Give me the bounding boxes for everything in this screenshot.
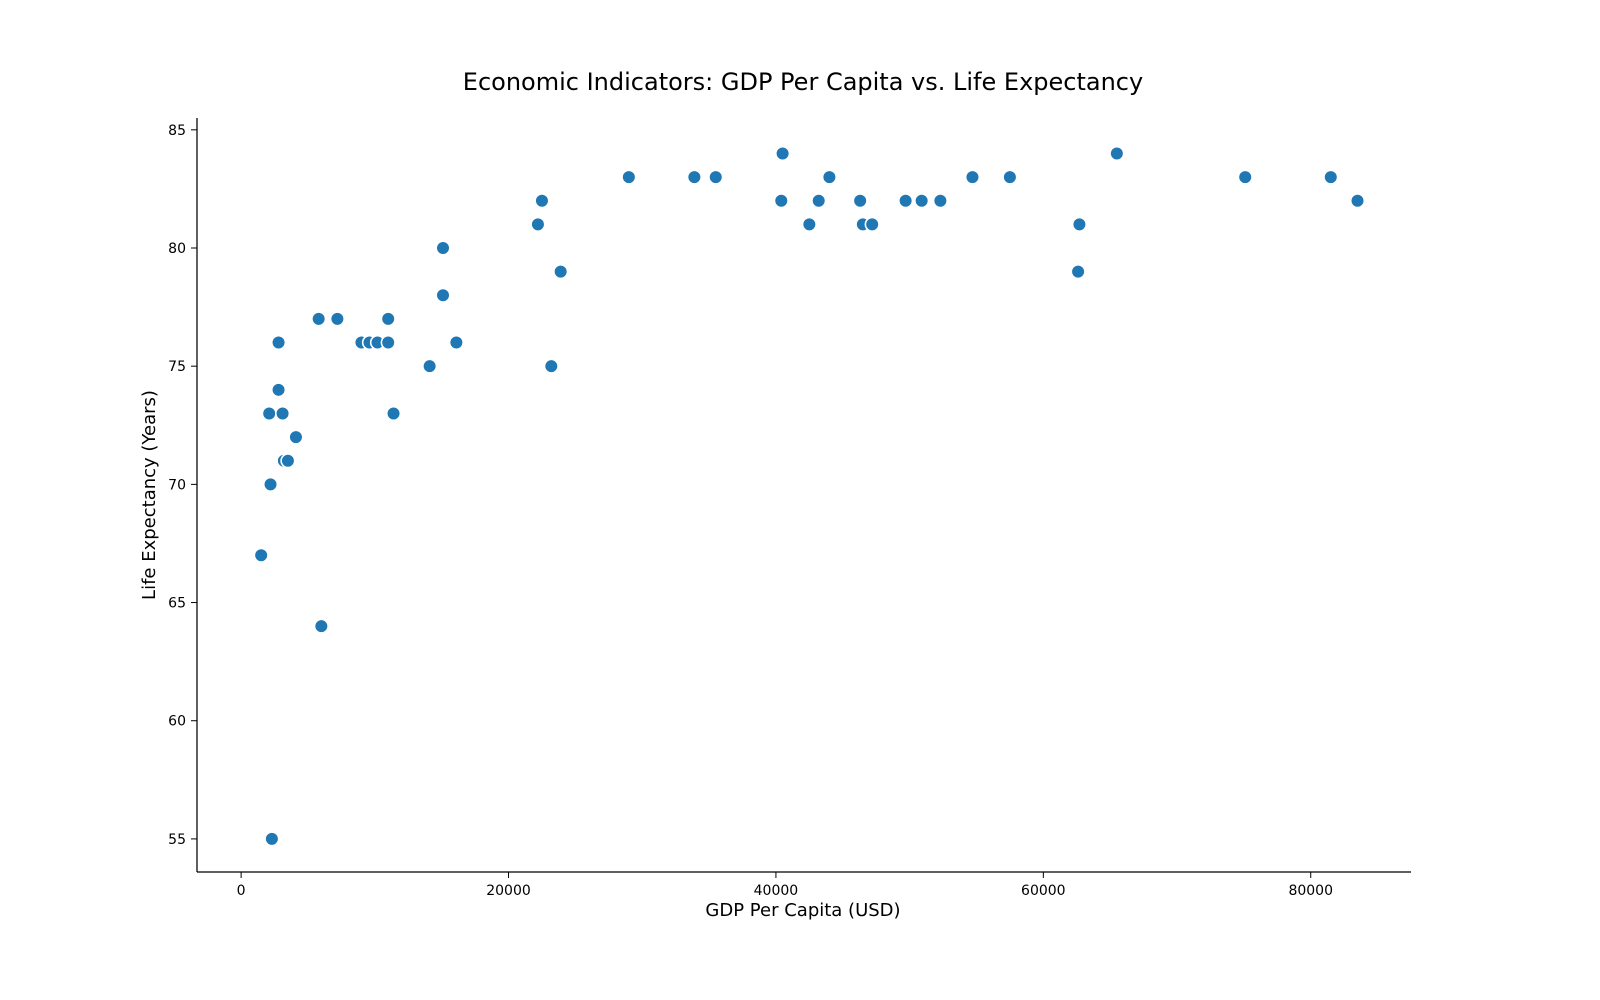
scatter-point xyxy=(553,264,569,280)
scatter-point xyxy=(435,287,451,303)
scatter-point xyxy=(422,358,438,374)
scatter-point xyxy=(914,193,930,209)
scatter-point xyxy=(543,358,559,374)
scatter-point xyxy=(313,618,329,634)
x-tick-label: 40000 xyxy=(754,883,799,899)
scatter-point xyxy=(280,453,296,469)
x-axis-ticks: 0 20000 40000 60000 80000 xyxy=(237,872,1333,899)
scatter-point xyxy=(329,311,345,327)
scatter-point xyxy=(821,169,838,185)
scatter-point xyxy=(288,429,304,445)
scatter-point xyxy=(253,547,269,563)
scatter-point xyxy=(686,169,702,185)
scatter-point xyxy=(898,193,914,209)
scatter-point xyxy=(1237,169,1253,185)
scatter-point xyxy=(1071,216,1088,232)
scatter-point xyxy=(448,334,464,351)
scatter-point xyxy=(435,240,451,256)
scatter-point xyxy=(932,193,948,209)
scatter-point xyxy=(1002,169,1018,185)
y-tick-label: 55 xyxy=(168,832,186,848)
scatter-point xyxy=(1323,169,1339,185)
scatter-point xyxy=(270,334,287,351)
chart-title: Economic Indicators: GDP Per Capita vs. … xyxy=(463,68,1143,96)
y-axis-label: Life Expectancy (Years) xyxy=(139,390,160,600)
scatter-point xyxy=(261,405,277,422)
y-tick-label: 75 xyxy=(168,359,186,375)
scatter-points xyxy=(253,145,1366,847)
x-tick-label: 60000 xyxy=(1021,883,1066,899)
scatter-point xyxy=(1070,264,1086,280)
scatter-point xyxy=(964,169,981,185)
scatter-point xyxy=(274,405,291,422)
y-tick-label: 65 xyxy=(168,596,186,612)
y-tick-label: 60 xyxy=(168,714,186,730)
scatter-point xyxy=(380,311,396,327)
scatter-point xyxy=(801,216,817,232)
scatter-point xyxy=(1109,145,1125,162)
scatter-point xyxy=(773,193,789,209)
scatter-point xyxy=(380,334,396,351)
scatter-point xyxy=(385,405,402,422)
scatter-point xyxy=(811,193,827,209)
scatter-point xyxy=(864,216,880,232)
y-axis-ticks: 55 60 65 70 75 80 85 xyxy=(168,123,197,848)
scatter-point xyxy=(270,382,287,398)
scatter-point xyxy=(852,193,868,209)
x-tick-label: 80000 xyxy=(1288,883,1333,899)
scatter-point xyxy=(621,169,637,185)
y-tick-label: 70 xyxy=(168,477,186,493)
y-tick-label: 80 xyxy=(168,241,186,257)
scatter-point xyxy=(534,193,550,209)
scatter-point xyxy=(264,831,280,847)
scatter-point xyxy=(775,145,791,162)
scatter-point xyxy=(708,169,724,185)
scatter-point xyxy=(311,311,327,327)
scatter-point xyxy=(530,216,546,232)
scatter-point xyxy=(1349,193,1366,209)
x-tick-label: 20000 xyxy=(486,883,531,899)
x-axis-label: GDP Per Capita (USD) xyxy=(705,900,900,921)
x-tick-label: 0 xyxy=(237,883,246,899)
y-tick-label: 85 xyxy=(168,123,186,139)
scatter-point xyxy=(262,476,279,492)
